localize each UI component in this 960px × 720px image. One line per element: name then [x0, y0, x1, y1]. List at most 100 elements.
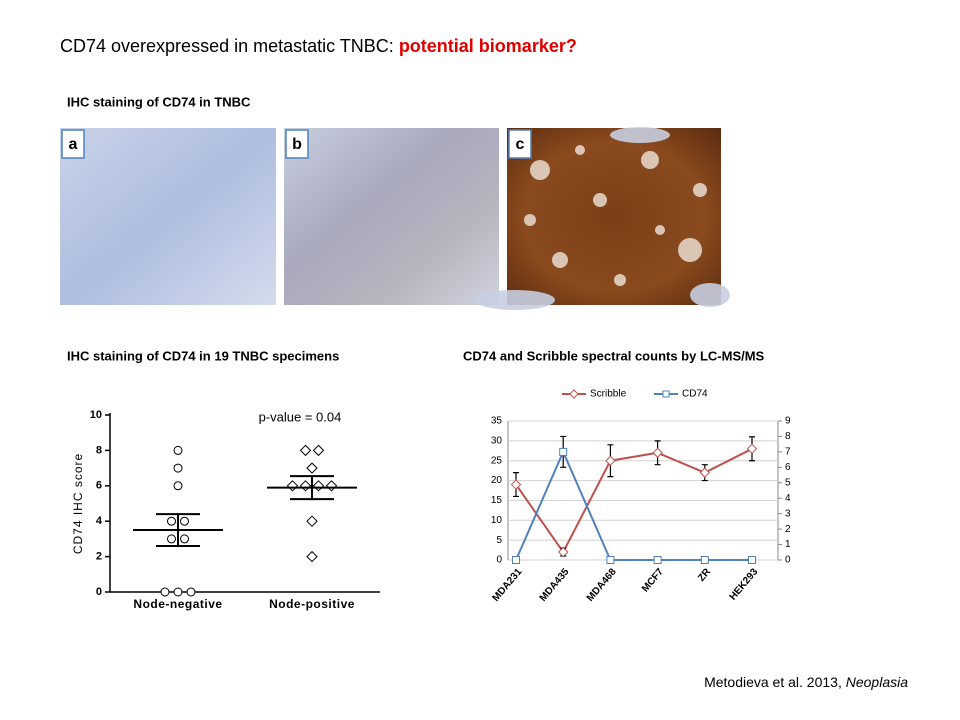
data-point	[167, 516, 176, 526]
y-tick-label: 10	[491, 515, 503, 526]
y-tick-label: 8	[96, 444, 102, 456]
data-point	[186, 587, 196, 597]
texture	[693, 183, 707, 197]
x-tick-label: ZR	[696, 566, 713, 584]
sem-bar	[290, 475, 334, 501]
y-tick-label: 30	[491, 435, 503, 446]
data-point	[306, 550, 318, 563]
data-point	[605, 455, 616, 466]
x-tick-label: MDA435	[538, 566, 572, 604]
title-highlight: potential biomarker?	[399, 36, 577, 56]
ihc-image	[507, 128, 721, 305]
texture	[655, 225, 665, 235]
data-point	[512, 556, 520, 564]
data-point	[653, 556, 662, 564]
y-tick-label: 15	[491, 495, 503, 506]
y2-tick-label: 4	[785, 493, 791, 504]
y-tick-label: 0	[96, 586, 102, 598]
data-point	[746, 443, 758, 455]
section-heading: IHC staining of CD74 in TNBC	[67, 94, 251, 109]
data-point	[662, 390, 670, 398]
data-point	[606, 556, 615, 564]
annotation: p-value = 0.04	[259, 409, 342, 424]
texture	[575, 145, 585, 155]
y-tick-label: 0	[496, 555, 502, 566]
panel-label-box	[61, 129, 85, 159]
y2-tick-label: 0	[785, 555, 791, 566]
y-tick-label: 20	[491, 475, 503, 486]
data-point	[569, 389, 579, 399]
data-point	[699, 467, 711, 478]
y-tick-label: 2	[96, 551, 102, 563]
texture	[552, 252, 568, 268]
y-axis-label: CD74 IHC score	[71, 453, 85, 554]
texture	[475, 290, 555, 310]
y-tick-label: 10	[90, 409, 102, 421]
series-line	[515, 447, 753, 554]
data-point	[557, 546, 569, 558]
series-line	[515, 449, 752, 561]
x-tick-label: Node-positive	[269, 597, 355, 611]
data-point	[510, 479, 522, 490]
data-point	[299, 444, 312, 457]
y-tick-label: 6	[96, 480, 102, 492]
y-tick-label: 25	[491, 455, 503, 466]
title-text: CD74 overexpressed in metastatic TNBC:	[60, 36, 399, 56]
texture	[524, 214, 536, 226]
data-point	[748, 556, 756, 564]
texture	[690, 283, 730, 307]
data-point	[652, 447, 663, 458]
data-point	[180, 516, 189, 526]
data-point	[173, 587, 183, 597]
y2-tick-label: 9	[785, 416, 791, 427]
y2-tick-label: 7	[785, 447, 791, 458]
data-point	[180, 534, 189, 544]
panel-label-box	[508, 129, 532, 159]
texture	[614, 274, 626, 286]
texture	[530, 160, 550, 180]
y2-tick-label: 5	[785, 477, 791, 488]
data-point	[299, 480, 312, 492]
y2-tick-label: 3	[785, 508, 791, 519]
texture	[641, 151, 659, 169]
x-tick-label: MDA468	[585, 566, 619, 604]
panel-label: c	[516, 136, 525, 153]
data-point	[312, 480, 325, 492]
y2-tick-label: 8	[785, 431, 791, 442]
citation-text: Metodieva et al. 2013,	[704, 674, 846, 690]
x-tick-label: Node-negative	[133, 597, 222, 611]
panel-label-box	[285, 129, 309, 159]
texture	[678, 238, 702, 262]
data-point	[325, 480, 338, 492]
data-point	[559, 447, 568, 456]
x-tick-label: MCF7	[640, 566, 666, 594]
sem-bar	[156, 513, 200, 547]
data-point	[167, 534, 176, 544]
data-point	[160, 587, 170, 597]
y2-tick-label: 2	[785, 524, 791, 535]
legend-label: Scribble	[590, 389, 627, 400]
y-tick-label: 4	[96, 515, 103, 527]
y-tick-label: 5	[496, 535, 502, 546]
ihc-image	[60, 128, 276, 305]
panel-label: a	[69, 136, 78, 153]
texture	[610, 127, 670, 143]
x-tick-label: MDA231	[491, 566, 525, 604]
y-tick-label: 35	[491, 416, 503, 427]
data-point	[700, 556, 709, 564]
data-point	[173, 481, 183, 491]
data-point	[173, 463, 183, 473]
citation: Metodieva et al. 2013, Neoplasia	[704, 674, 908, 690]
chart-title: IHC staining of CD74 in 19 TNBC specimen…	[67, 348, 339, 363]
legend-label: CD74	[682, 389, 708, 400]
x-tick-label: HEK293	[728, 566, 761, 602]
texture	[593, 193, 607, 207]
panel-label: b	[292, 136, 302, 153]
citation-journal: Neoplasia	[846, 674, 908, 690]
data-point	[306, 515, 318, 527]
y2-tick-label: 6	[785, 462, 791, 473]
slide-title: CD74 overexpressed in metastatic TNBC: p…	[60, 36, 577, 56]
data-point	[173, 445, 183, 455]
chart-title: CD74 and Scribble spectral counts by LC-…	[463, 348, 765, 363]
